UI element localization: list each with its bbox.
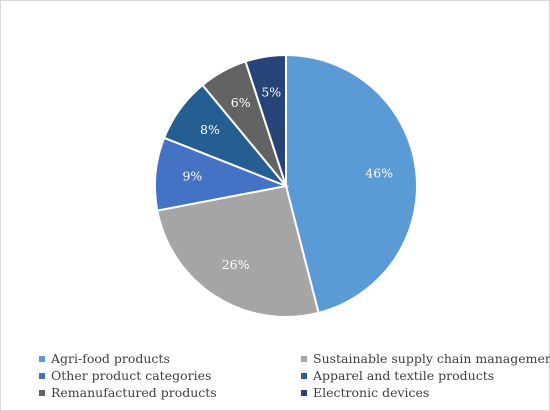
pie-slice-electronic-devices [244, 53, 287, 187]
slice-label-agri-food-products: 46% [365, 166, 393, 181]
slice-label-other-product-categories: 9% [182, 169, 202, 184]
legend-label-apparel: Apparel and textile products [313, 368, 495, 383]
legend-item-other-products: Other product categories [39, 367, 301, 384]
legend-item-remanufactured: Remanufactured products [39, 384, 301, 401]
legend-label-supply-chain: Sustainable supply chain management [313, 351, 550, 366]
legend-label-electronic: Electronic devices [313, 385, 430, 400]
legend-label-agri-food: Agri-food products [51, 351, 170, 366]
legend-label-other-products: Other product categories [51, 368, 212, 383]
slice-label-remanufactured-products: 6% [231, 95, 251, 110]
legend-swatch-supply-chain [301, 355, 307, 362]
legend-swatch-remanufactured [39, 389, 45, 396]
legend-label-remanufactured: Remanufactured products [51, 385, 217, 400]
legend: Agri-food products Sustainable supply ch… [39, 350, 550, 401]
pie-slice-sustainable-supply-chain-management [156, 184, 320, 318]
legend-swatch-apparel [301, 372, 307, 379]
legend-item-apparel: Apparel and textile products [301, 367, 539, 384]
slice-label-electronic-devices: 5% [261, 85, 281, 100]
slice-label-apparel-and-textile-products: 8% [200, 122, 220, 137]
legend-item-electronic: Electronic devices [301, 384, 539, 401]
legend-swatch-agri-food [39, 355, 45, 362]
legend-swatch-electronic [301, 389, 307, 396]
legend-item-supply-chain: Sustainable supply chain management [301, 350, 550, 367]
slice-label-sustainable-supply-chain-management: 26% [222, 257, 250, 272]
pie-slice-agri-food-products [285, 53, 418, 315]
legend-item-agri-food: Agri-food products [39, 350, 301, 367]
legend-swatch-other-products [39, 372, 45, 379]
